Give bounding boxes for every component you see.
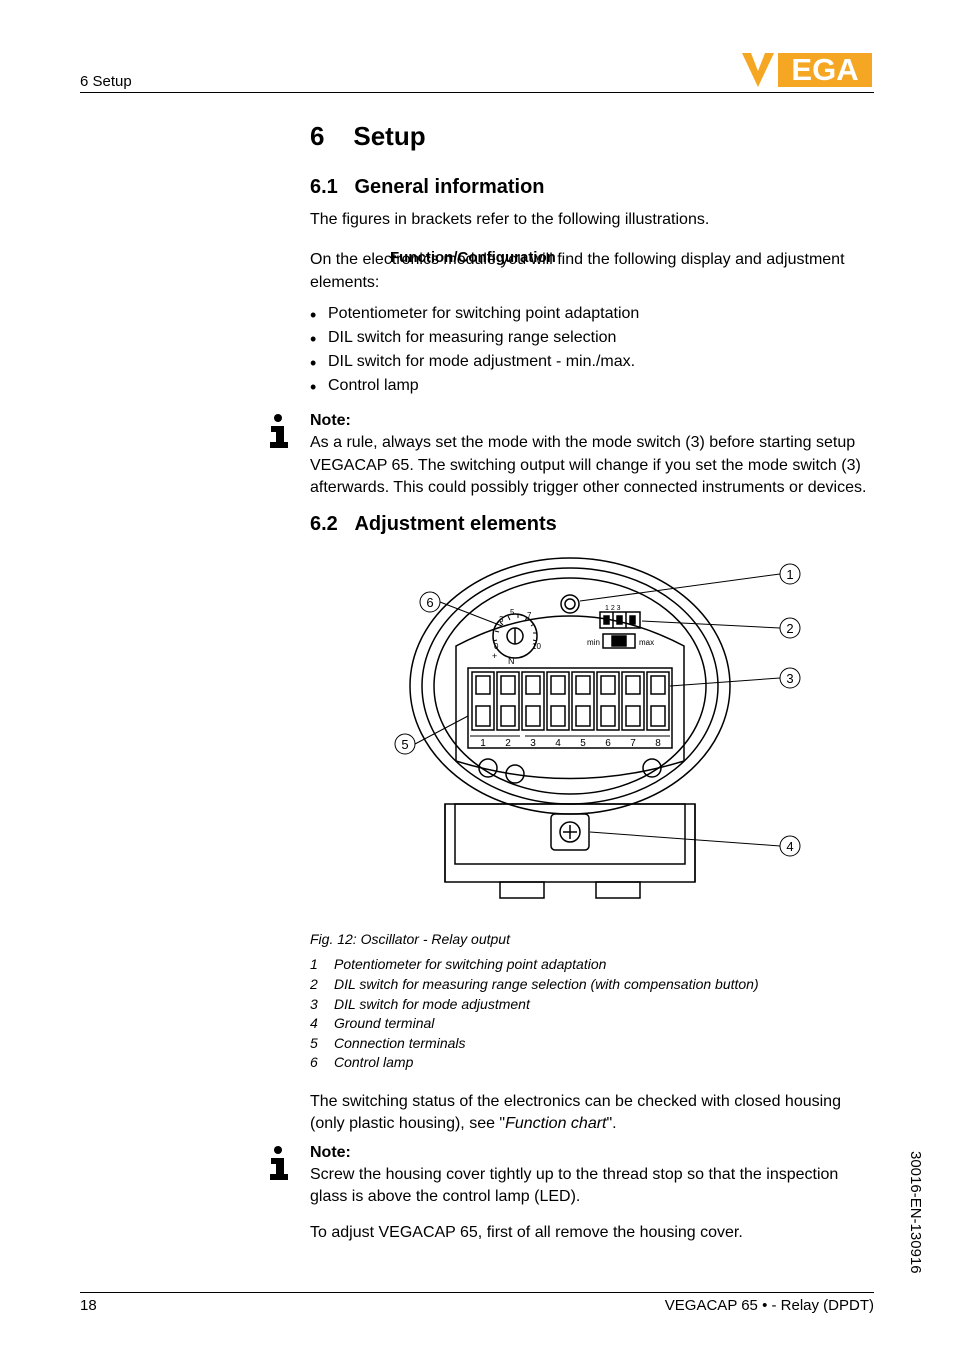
list-item: DIL switch for measuring range selection — [310, 326, 874, 350]
sec62-para-after: The switching status of the electronics … — [310, 1091, 874, 1136]
svg-text:max: max — [639, 638, 654, 647]
legend-item: 6Control lamp — [310, 1053, 874, 1073]
legend-item: 5Connection terminals — [310, 1034, 874, 1054]
info-icon — [263, 1144, 293, 1184]
svg-text:1 2 3: 1 2 3 — [605, 605, 621, 612]
svg-text:2: 2 — [505, 738, 511, 749]
legend-item: 2DIL switch for measuring range selectio… — [310, 975, 874, 995]
sec61-intro: The figures in brackets refer to the fol… — [310, 209, 874, 231]
svg-text:N: N — [508, 656, 515, 666]
list-item: Potentiometer for switching point adapta… — [310, 302, 874, 326]
svg-text:5: 5 — [510, 608, 515, 617]
oscillator-diagram: 0 10 3 5 7 + N 1 2 3 min max — [360, 546, 820, 916]
sec61-bullet-list: Potentiometer for switching point adapta… — [310, 302, 874, 398]
page-number: 18 — [80, 1297, 97, 1314]
svg-text:7: 7 — [630, 738, 636, 749]
svg-text:min: min — [587, 638, 600, 647]
svg-text:4: 4 — [786, 839, 793, 854]
svg-text:5: 5 — [580, 738, 586, 749]
legend-item: 1Potentiometer for switching point adapt… — [310, 955, 874, 975]
svg-text:5: 5 — [401, 737, 408, 752]
svg-text:3: 3 — [499, 615, 504, 624]
section-6-1-title: 6.1 General information — [310, 176, 874, 199]
sec62-para-last: To adjust VEGACAP 65, first of all remov… — [310, 1222, 874, 1244]
page-footer: 18 VEGACAP 65 • - Relay (DPDT) — [80, 1292, 874, 1314]
svg-text:1: 1 — [480, 738, 486, 749]
note-body: Screw the housing cover tightly up to th… — [310, 1164, 874, 1209]
info-icon — [263, 412, 293, 452]
header-section-ref: 6 Setup — [80, 73, 132, 90]
list-item: Control lamp — [310, 374, 874, 398]
svg-text:6: 6 — [605, 738, 611, 749]
margin-label-function: Function/Configuration — [390, 249, 590, 266]
svg-text:3: 3 — [530, 738, 536, 749]
note-block-1: Note: As a rule, always set the mode wit… — [310, 412, 874, 499]
legend-item: 3DIL switch for mode adjustment — [310, 995, 874, 1015]
svg-text:+: + — [492, 651, 497, 661]
svg-text:0: 0 — [494, 642, 499, 651]
section-6-2-title: 6.2 Adjustment elements — [310, 513, 874, 536]
svg-text:6: 6 — [426, 595, 433, 610]
figure-legend: 1Potentiometer for switching point adapt… — [310, 955, 874, 1073]
note-block-2: Note: Screw the housing cover tightly up… — [310, 1144, 874, 1209]
figure-12: 0 10 3 5 7 + N 1 2 3 min max — [360, 546, 874, 921]
legend-item: 4Ground terminal — [310, 1014, 874, 1034]
figure-caption: Fig. 12: Oscillator - Relay output — [310, 931, 874, 947]
svg-text:8: 8 — [655, 738, 661, 749]
document-code-vertical: 30016-EN-130916 — [907, 1151, 924, 1274]
chapter-title: 6 Setup — [310, 121, 874, 152]
note-title: Note: — [310, 412, 874, 430]
footer-doc-title: VEGACAP 65 • - Relay (DPDT) — [665, 1297, 874, 1314]
svg-text:1: 1 — [786, 567, 793, 582]
svg-text:EGA: EGA — [791, 52, 858, 87]
list-item: DIL switch for mode adjustment - min./ma… — [310, 350, 874, 374]
vega-logo: EGA — [734, 50, 874, 90]
svg-text:4: 4 — [555, 738, 561, 749]
svg-text:7: 7 — [527, 611, 532, 620]
note-body: As a rule, always set the mode with the … — [310, 432, 874, 499]
page-header: 6 Setup EGA — [80, 50, 874, 93]
svg-text:2: 2 — [786, 621, 793, 636]
svg-text:3: 3 — [786, 671, 793, 686]
note-title: Note: — [310, 1144, 874, 1162]
svg-text:10: 10 — [532, 642, 541, 651]
